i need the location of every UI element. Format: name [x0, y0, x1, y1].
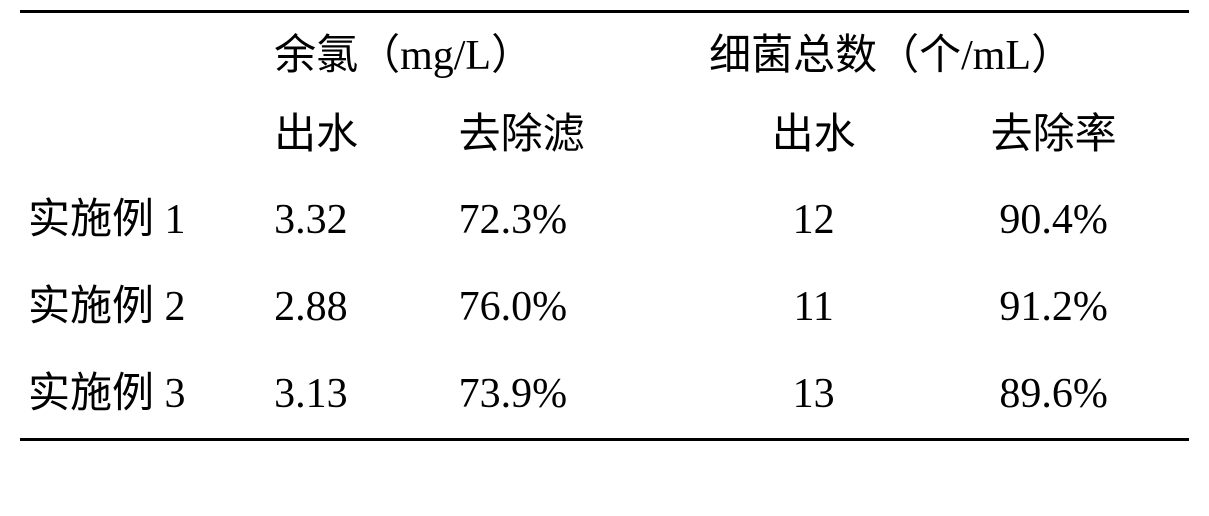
sub-header-chlorine-removal: 去除滤 — [451, 100, 709, 177]
cell-value: 76.0% — [451, 264, 709, 351]
sub-header-bacteria-removal: 去除率 — [918, 100, 1189, 177]
sub-header-blank — [20, 100, 266, 177]
group-header-bacteria: 细菌总数（个/mL） — [709, 12, 1189, 101]
cell-value: 72.3% — [451, 177, 709, 264]
cell-value: 13 — [709, 351, 918, 440]
group-header-row: 余氯（mg/L） 细菌总数（个/mL） — [20, 12, 1189, 101]
table-row: 实施例 3 3.13 73.9% 13 89.6% — [20, 351, 1189, 440]
sub-header-row: 出水 去除滤 出水 去除率 — [20, 100, 1189, 177]
sub-header-bacteria-out: 出水 — [709, 100, 918, 177]
experiment-results-table: 余氯（mg/L） 细菌总数（个/mL） 出水 去除滤 出水 去除率 实施例 1 … — [20, 10, 1189, 441]
row-label-header — [20, 12, 266, 101]
cell-value: 11 — [709, 264, 918, 351]
row-label: 实施例 2 — [20, 264, 266, 351]
cell-value: 91.2% — [918, 264, 1189, 351]
table-row: 实施例 1 3.32 72.3% 12 90.4% — [20, 177, 1189, 264]
cell-value: 2.88 — [266, 264, 451, 351]
cell-value: 12 — [709, 177, 918, 264]
cell-value: 3.13 — [266, 351, 451, 440]
row-label: 实施例 1 — [20, 177, 266, 264]
cell-value: 89.6% — [918, 351, 1189, 440]
table-row: 实施例 2 2.88 76.0% 11 91.2% — [20, 264, 1189, 351]
cell-value: 73.9% — [451, 351, 709, 440]
group-header-chlorine: 余氯（mg/L） — [266, 12, 709, 101]
cell-value: 3.32 — [266, 177, 451, 264]
sub-header-chlorine-out: 出水 — [266, 100, 451, 177]
cell-value: 90.4% — [918, 177, 1189, 264]
row-label: 实施例 3 — [20, 351, 266, 440]
